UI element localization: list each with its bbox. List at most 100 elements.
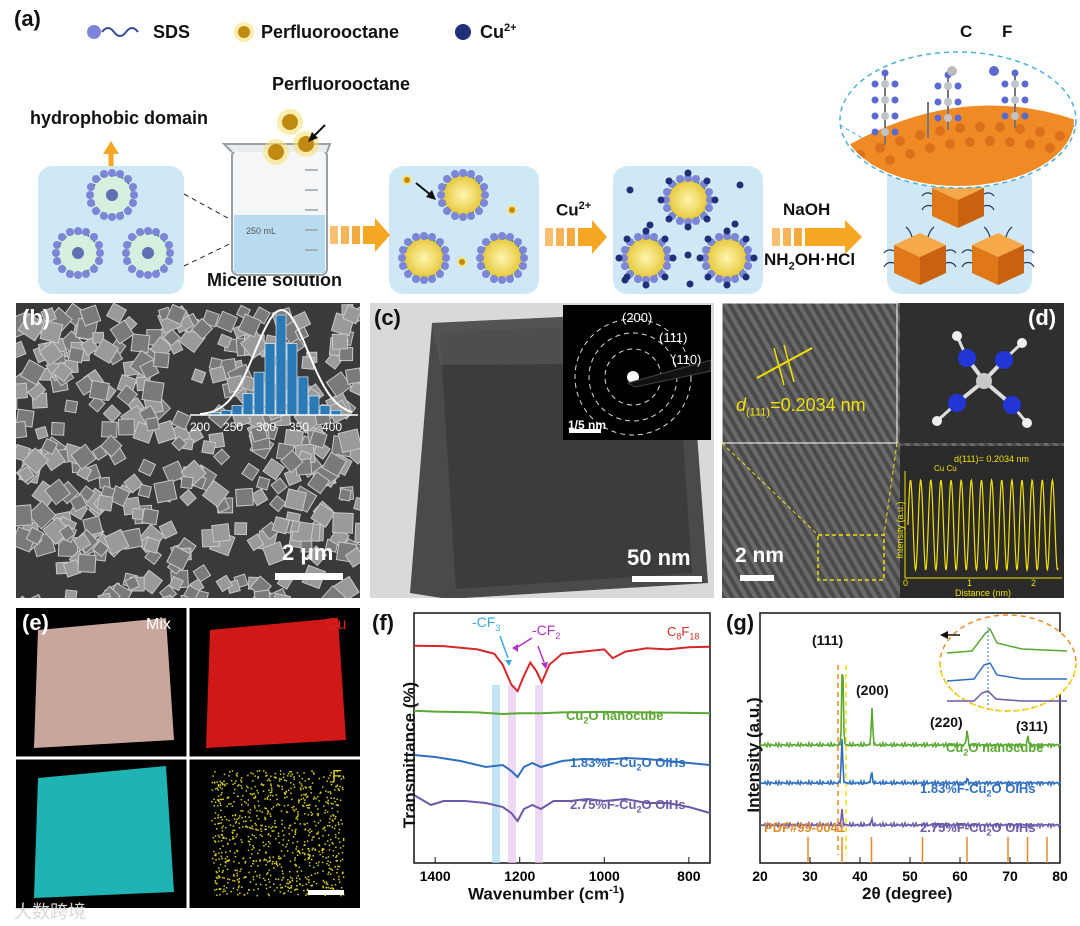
f-signal-dot [265,772,267,774]
f-signal-dot [314,872,316,875]
f-signal-dot [332,850,335,852]
f-signal-dot [268,778,270,780]
f-signal-dot [275,794,278,796]
f-signal-dot [245,790,247,792]
f-signal-dot [247,786,249,789]
sem-particle [280,449,304,474]
f-signal-dot [308,857,311,860]
f-signal-dot [239,892,241,894]
f-signal-dot [322,835,324,837]
f-signal-dot [266,779,269,782]
f-signal-dot [273,776,276,779]
legend-cu: Cu2+ [480,22,517,42]
f-signal-dot [252,876,255,878]
f-signal-dot [328,825,331,827]
f-signal-dot [223,780,225,782]
f-signal-dot [215,888,218,891]
f-signal-dot [308,850,310,852]
sem-particle [96,494,114,512]
f-signal-dot [330,815,332,817]
f-signal-dot [231,831,234,834]
f-signal-dot [220,816,222,819]
f-signal-dot [294,833,296,836]
f-signal-dot [326,840,329,842]
sem-particle [116,384,139,407]
f-signal-dot [252,862,254,865]
f-signal-dot [268,869,270,871]
f-signal-dot [257,792,259,794]
f-signal-dot [301,848,304,851]
f-signal-dot [265,887,268,890]
f-signal-dot [272,794,274,797]
f-signal-dot [283,805,286,807]
f-signal-dot [255,815,258,817]
sem-particle [171,410,192,431]
sem-particle [16,340,27,360]
f-signal-dot [221,818,224,821]
f-signal-dot [218,888,221,890]
f-signal-dot [329,838,332,841]
f-signal-dot [218,858,220,860]
f-signal-dot [330,802,333,805]
f-signal-dot [226,805,228,808]
f-signal-dot [285,811,288,813]
f-signal-dot [269,798,271,801]
f-signal-dot [245,826,247,828]
f-signal-dot [269,794,272,796]
f-signal-dot [279,863,281,865]
f-signal-dot [265,884,267,886]
f-signal-dot [331,887,333,889]
f-signal-dot [297,849,300,852]
f-signal-dot [221,783,224,786]
f-signal-dot [217,799,220,801]
f-signal-dot [226,893,228,895]
f-signal-dot [274,772,277,775]
f-signal-dot [256,789,259,792]
f-signal-dot [323,776,325,778]
f-signal-dot [211,789,214,791]
ftir-annot-cf2: -CF2 [532,622,561,641]
f-signal-dot [306,840,309,842]
f-signal-dot [331,826,334,828]
f-signal-dot [287,879,289,881]
f-signal-dot [317,795,319,798]
f-signal-dot [334,801,336,803]
f-signal-dot [271,863,274,865]
f-signal-dot [283,834,285,836]
f-signal-dot [218,876,221,879]
f-signal-dot [293,776,295,778]
f-signal-dot [327,791,329,793]
f-signal-dot [328,871,330,874]
f-signal-dot [293,810,296,812]
sem-particle [101,421,118,438]
f-signal-dot [334,865,336,868]
f-signal-dot [217,795,220,797]
f-signal-dot [297,799,300,801]
sem-particle [52,361,74,383]
f-signal-dot [248,889,250,891]
f-signal-dot [286,850,289,852]
atom-legend-c: C [960,22,973,41]
f-signal-dot [238,877,241,880]
eds-label-cu: Cu [326,616,347,633]
f-signal-dot [342,775,345,778]
ftir-series-line [413,754,711,779]
f-signal-dot [337,821,340,824]
f-signal-dot [297,811,299,813]
f-signal-dot [224,861,227,863]
f-signal-dot [333,775,335,778]
f-signal-dot [303,889,305,892]
f-signal-dot [283,792,286,794]
f-signal-dot [305,793,308,795]
f-signal-dot [312,771,315,774]
f-signal-dot [260,824,262,827]
d-spacing-label: d(111)=0.2034 nm [736,395,866,419]
f-signal-dot [226,860,228,862]
f-signal-dot [336,784,339,787]
sem-particle [272,592,291,598]
f-signal-dot [224,851,227,853]
sem-particle [79,304,102,327]
ftir-tick-label: 800 [677,868,701,884]
f-signal-dot [270,787,273,789]
f-signal-dot [299,883,301,885]
